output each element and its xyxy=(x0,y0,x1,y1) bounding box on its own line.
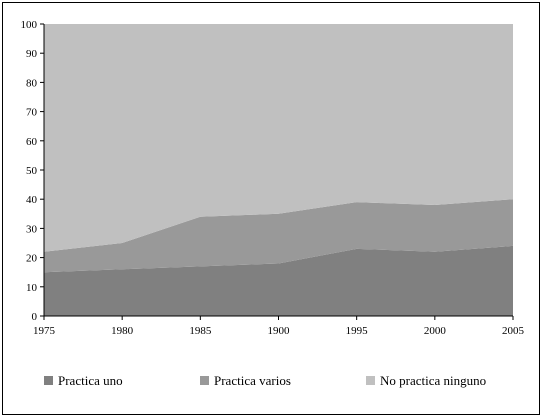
legend-label: Practica uno xyxy=(58,373,123,388)
legend-swatch xyxy=(366,376,375,385)
y-tick-label: 0 xyxy=(32,311,38,323)
x-tick-label: 1980 xyxy=(111,325,134,337)
axes-layer: 0 10 20 30 40 50 60 70 80 90 100 1975 1980 1985 1900 19… xyxy=(21,19,525,337)
y-tick-label: 100 xyxy=(21,19,38,31)
x-tick-label: 2000 xyxy=(424,325,447,337)
legend: Practica uno Practica varios No practica n… xyxy=(44,373,486,388)
legend-label: No practica ninguno xyxy=(380,373,486,388)
area-series-3 xyxy=(44,24,513,252)
y-tick-label: 40 xyxy=(26,194,38,206)
y-tick-label: 10 xyxy=(26,282,38,294)
y-tick-label: 60 xyxy=(26,136,38,148)
x-tick-label: 1995 xyxy=(346,325,369,337)
y-tick-label: 50 xyxy=(26,165,38,177)
x-tick-label: 1975 xyxy=(33,325,56,337)
x-tick-label: 1985 xyxy=(189,325,212,337)
legend-swatch xyxy=(200,376,209,385)
legend-label: Practica varios xyxy=(214,373,291,388)
y-tick-label: 30 xyxy=(26,223,38,235)
areas-layer xyxy=(44,24,513,316)
legend-swatch xyxy=(44,376,53,385)
area-series-2 xyxy=(44,199,513,273)
y-tick-label: 20 xyxy=(26,253,38,265)
y-tick-label: 90 xyxy=(26,48,38,60)
x-tick-label: 1900 xyxy=(268,325,291,337)
area-series-1 xyxy=(44,245,513,316)
y-tick-label: 80 xyxy=(26,77,38,89)
y-tick-label: 70 xyxy=(26,107,38,119)
x-tick-label: 2005 xyxy=(502,325,525,337)
